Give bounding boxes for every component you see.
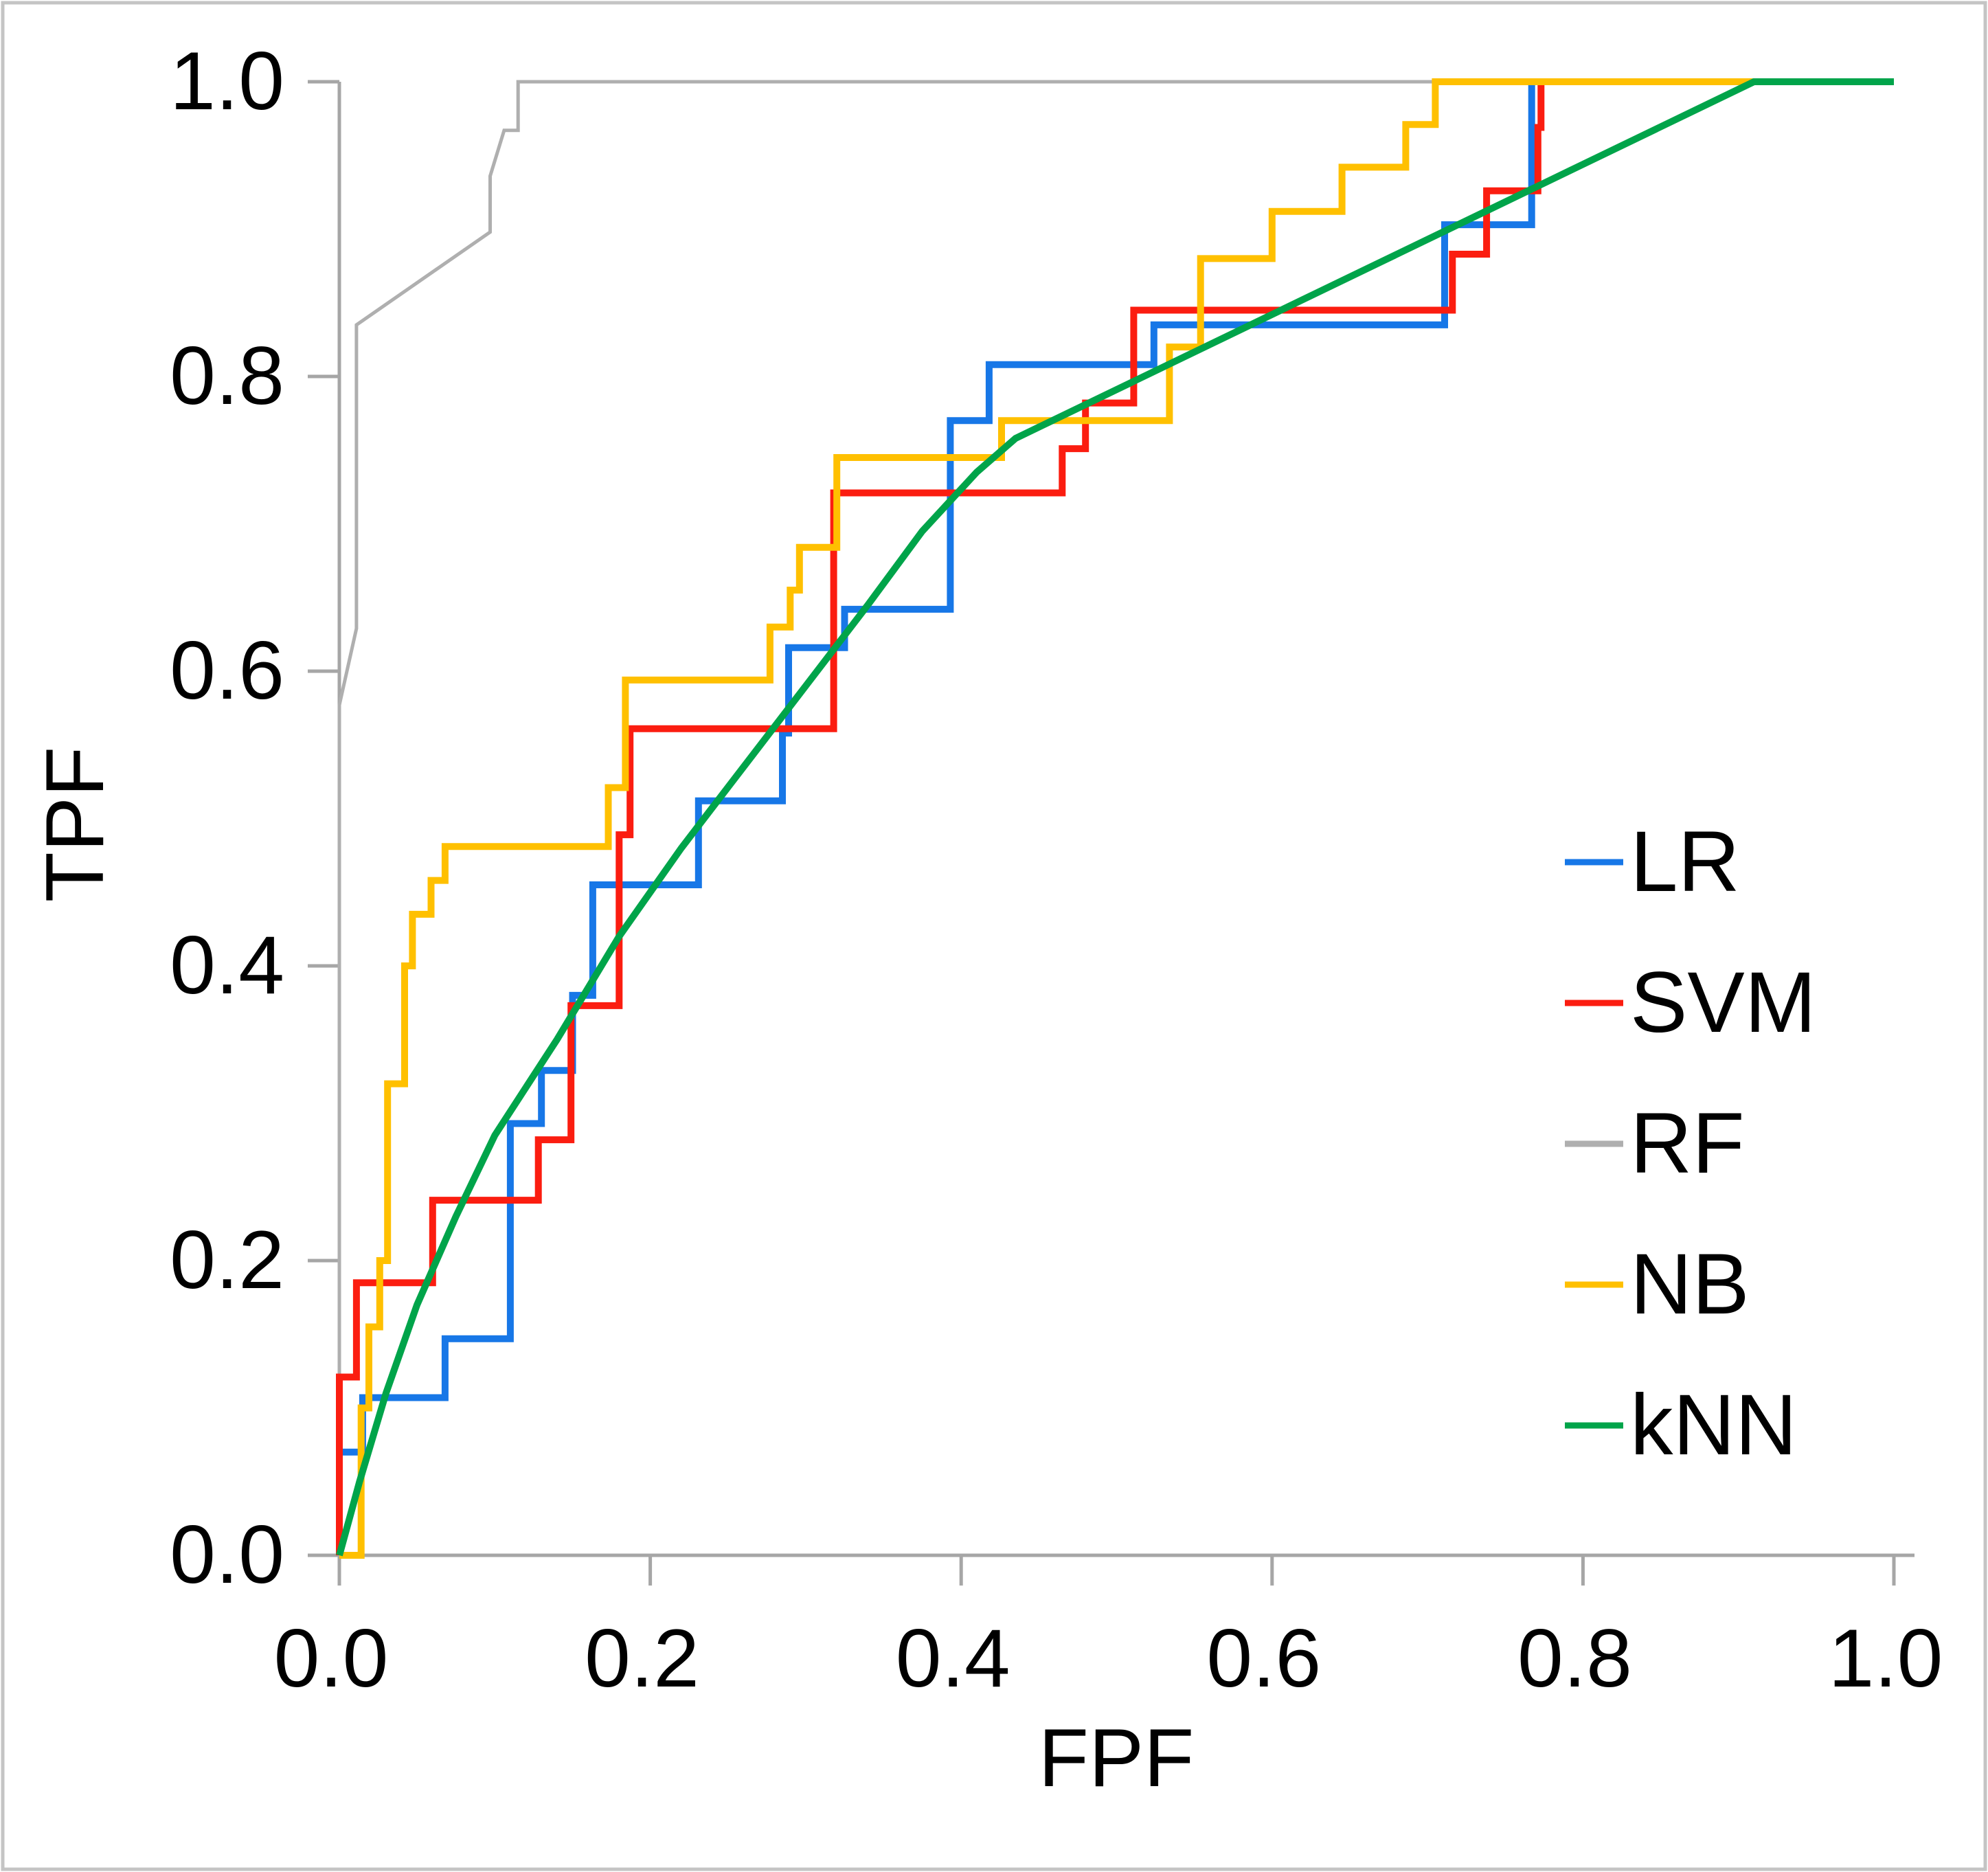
- legend-item-svm: SVM: [1565, 955, 1816, 1050]
- legend-label: SVM: [1630, 955, 1816, 1050]
- y-tick-label: 0.8: [170, 330, 284, 422]
- y-tick-label: 0.2: [170, 1214, 284, 1306]
- curves-layer: [336, 78, 1894, 1559]
- y-tick-label: 0.4: [170, 919, 284, 1011]
- legend-label: NB: [1630, 1237, 1750, 1332]
- legend-item-nb: NB: [1565, 1237, 1750, 1332]
- x-tick-label: 1.0: [1829, 1612, 1943, 1704]
- x-tick-label: 0.8: [1517, 1612, 1632, 1704]
- labels-layer: FPF TPF: [29, 747, 1194, 1804]
- legend-label: kNN: [1630, 1377, 1797, 1473]
- legend-item-rf: RF: [1565, 1096, 1745, 1191]
- legend-item-lr: LR: [1565, 814, 1740, 910]
- legend-item-knn: kNN: [1565, 1377, 1797, 1473]
- x-tick-label: 0.0: [274, 1612, 389, 1704]
- x-tick-label: 0.2: [585, 1612, 699, 1704]
- series-lr-curve: [336, 78, 1894, 1555]
- series-knn-curve: [336, 78, 1894, 1557]
- y-axis-title: TPF: [29, 747, 121, 903]
- x-tick-label: 0.4: [896, 1612, 1010, 1704]
- legend: LR SVM RF NB kNN: [1565, 814, 1816, 1473]
- axes-layer: 0.0 0.2 0.4 0.6 0.8 1.0 0.0 0.2 0.4 0.6 0.8 1.0: [170, 35, 1943, 1704]
- legend-label: RF: [1630, 1096, 1745, 1191]
- x-tick-label: 0.6: [1206, 1612, 1321, 1704]
- y-tick-label: 0.6: [170, 624, 284, 717]
- legend-label: LR: [1630, 814, 1740, 910]
- x-axis-title: FPF: [1039, 1712, 1195, 1804]
- series-rf-curve: [337, 80, 1894, 1555]
- y-tick-label: 0.0: [170, 1509, 284, 1601]
- y-tick-label: 1.0: [170, 35, 284, 127]
- series-nb-curve: [339, 78, 1894, 1559]
